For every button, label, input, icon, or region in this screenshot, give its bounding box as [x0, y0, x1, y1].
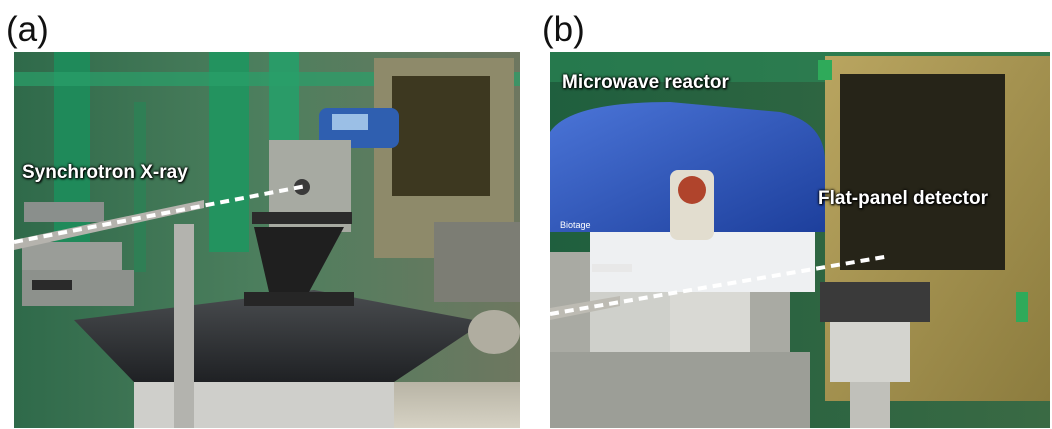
panel-a-letter: (a) — [6, 10, 49, 49]
microwave-reactor-label: Microwave reactor — [562, 72, 729, 93]
device-brand-text: Biotage — [560, 220, 591, 230]
panel-a-scene — [14, 52, 520, 428]
panel-b-scene: Biotage — [550, 52, 1050, 428]
synchrotron-xray-label: Synchrotron X-ray — [22, 162, 188, 183]
panel-b-letter: (b) — [542, 10, 585, 49]
panel-a-photo: Synchrotron X-ray — [14, 52, 520, 428]
panel-b-photo: Biotage Microwave reactor Flat-panel det… — [550, 52, 1050, 428]
flat-panel-detector-label: Flat-panel detector — [818, 188, 988, 209]
